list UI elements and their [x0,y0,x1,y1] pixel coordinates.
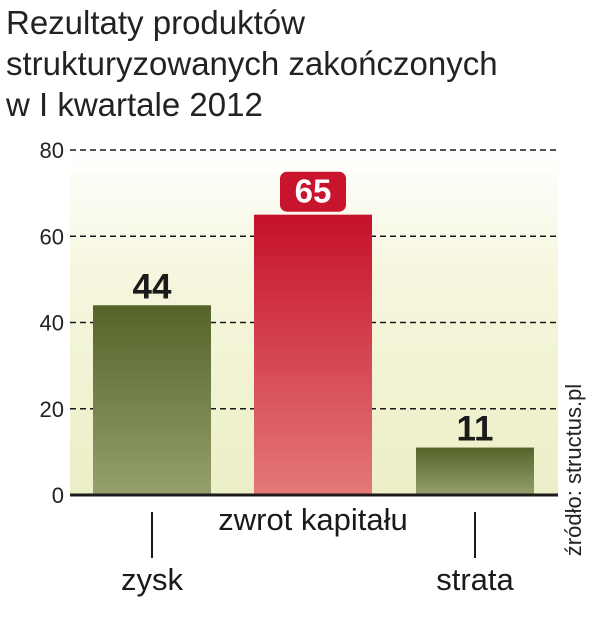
bar [93,305,211,495]
value-badge [280,171,346,212]
category-labels: zysk strata zwrot kapitału [121,502,515,597]
y-tick-label: 60 [40,224,64,249]
y-tick-label: 80 [40,138,64,163]
y-tick-label: 0 [52,483,64,508]
chart-title: Rezultaty produktów strukturyzowanych za… [6,4,498,123]
bar [254,214,372,495]
category-label: strata [436,562,514,597]
bar-value-label: 44 [133,267,172,306]
y-tick-label: 20 [40,397,64,422]
bar [416,447,534,495]
category-label: zwrot kapitału [218,502,408,537]
y-tick-label: 40 [40,311,64,336]
category-label: zysk [121,562,184,597]
y-axis-ticks: 0 20 40 60 80 [40,138,64,508]
bar-value-label: 65 [295,173,332,210]
bars: 44 65 11 [93,171,534,495]
bar-value-label: 11 [457,410,494,449]
source-note: źródło: structus.pl [561,383,586,557]
